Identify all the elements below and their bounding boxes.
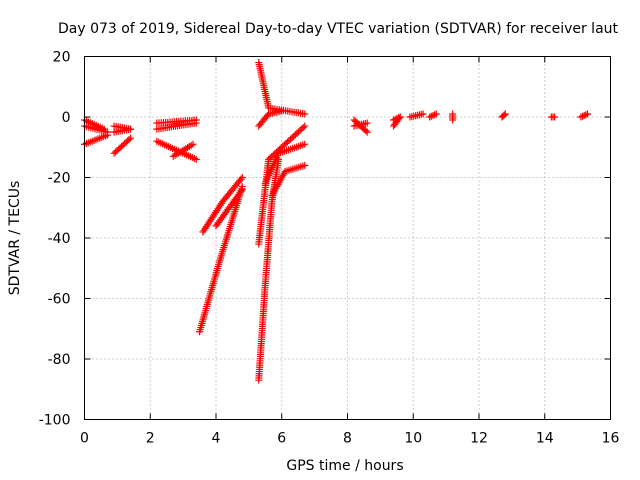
data-point bbox=[301, 122, 309, 130]
data-point bbox=[189, 140, 197, 148]
data-point bbox=[432, 110, 440, 118]
data-point bbox=[127, 134, 135, 142]
data-point bbox=[363, 119, 371, 127]
data-point bbox=[427, 112, 435, 120]
data-point bbox=[429, 111, 437, 119]
data-point bbox=[301, 110, 309, 118]
y-tick-label: -100 bbox=[39, 413, 71, 429]
data-point bbox=[583, 110, 591, 118]
data-point bbox=[363, 128, 371, 136]
grid-layer bbox=[84, 56, 611, 420]
data-point bbox=[431, 111, 439, 119]
data-point bbox=[301, 161, 309, 169]
ticks-layer bbox=[84, 56, 611, 420]
x-tick-labels: 0 2 4 6 8 10 12 14 16 bbox=[80, 431, 619, 447]
x-tick-label: 12 bbox=[470, 431, 488, 447]
plot-frame bbox=[84, 56, 611, 420]
data-point bbox=[192, 119, 200, 127]
data-point bbox=[551, 113, 559, 121]
x-tick-label: 10 bbox=[404, 431, 422, 447]
data-point bbox=[237, 187, 245, 195]
data-point bbox=[362, 127, 370, 135]
data-point bbox=[237, 175, 245, 183]
data-point bbox=[577, 113, 585, 121]
x-tick-label: 16 bbox=[602, 431, 620, 447]
data-point bbox=[301, 140, 309, 148]
y-tick-labels: -100 -80 -60 -40 -20 0 20 bbox=[39, 50, 71, 429]
x-tick-label: 14 bbox=[536, 431, 554, 447]
data-point bbox=[238, 186, 246, 194]
y-tick-label: -60 bbox=[48, 292, 71, 308]
data-point bbox=[393, 115, 401, 123]
data-point bbox=[104, 131, 112, 139]
x-axis-label: GPS time / hours bbox=[286, 458, 403, 474]
data-point bbox=[100, 125, 108, 133]
data-point bbox=[500, 111, 508, 119]
data-point bbox=[299, 124, 307, 132]
y-tick-label: -20 bbox=[48, 171, 71, 187]
data-point bbox=[396, 113, 404, 121]
y-tick-label: 20 bbox=[53, 50, 71, 66]
y-tick-label: -40 bbox=[48, 231, 71, 247]
data-point bbox=[582, 111, 590, 119]
data-point bbox=[580, 111, 588, 119]
data-point bbox=[419, 110, 427, 118]
data-points bbox=[81, 59, 591, 384]
data-point bbox=[391, 115, 399, 123]
y-axis-label: SDTVAR / TECUs bbox=[7, 181, 23, 296]
x-tick-label: 4 bbox=[212, 431, 221, 447]
data-point bbox=[426, 113, 434, 121]
x-tick-label: 8 bbox=[343, 431, 352, 447]
data-point bbox=[192, 155, 200, 163]
data-point bbox=[394, 114, 402, 122]
data-point bbox=[125, 136, 133, 144]
data-point bbox=[390, 116, 398, 124]
data-point bbox=[501, 110, 509, 118]
data-point bbox=[127, 125, 135, 133]
x-tick-label: 2 bbox=[146, 431, 155, 447]
data-point bbox=[579, 112, 587, 120]
x-tick-label: 0 bbox=[80, 431, 89, 447]
y-tick-label: -80 bbox=[48, 352, 71, 368]
data-point bbox=[449, 110, 457, 118]
data-point bbox=[278, 107, 286, 115]
x-tick-label: 6 bbox=[277, 431, 286, 447]
chart-title: Day 073 of 2019, Sidereal Day-to-day VTE… bbox=[58, 21, 619, 37]
data-point bbox=[238, 174, 246, 181]
y-tick-label: 0 bbox=[62, 110, 71, 126]
